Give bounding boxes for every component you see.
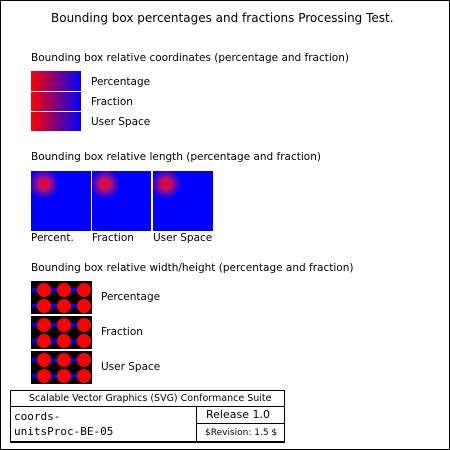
pattern-swatch-fraction [31,316,92,349]
legend-revision-cell: $Revision: 1.5 $ [196,423,285,443]
label-percentage: Percentage [91,76,151,88]
gradient-swatch-user-space [31,112,81,131]
label-fraction-length: Fraction [92,232,134,244]
pattern-swatch-percentage [31,281,92,314]
legend-release: Release 1.0 [206,408,270,421]
label-fraction-wh: Fraction [101,326,143,338]
label-user-space-length: User Space [153,232,213,244]
pattern-graphic [32,352,91,383]
gradient-swatch-fraction [31,92,81,111]
page-title: Bounding box percentages and fractions P… [51,11,394,25]
label-user-space: User Space [91,116,151,128]
gradient-swatch-percentage [31,71,81,91]
radial-swatch-fraction [92,171,151,231]
label-percent: Percent. [31,232,74,244]
legend-test-name-line1: coords- [14,410,61,423]
legend-revision: $Revision: 1.5 $ [205,428,278,438]
pattern-graphic [32,317,91,348]
label-user-space-wh: User Space [101,361,161,373]
section-heading-coordinates: Bounding box relative coordinates (perce… [31,52,349,64]
label-fraction: Fraction [91,96,133,108]
radial-swatch-user-space [153,171,213,231]
legend-suite-title: Scalable Vector Graphics (SVG) Conforman… [29,393,272,404]
legend-test-name-line2: unitsProc-BE-05 [14,425,114,438]
pattern-swatch-user-space [31,351,92,384]
conformance-legend: Scalable Vector Graphics (SVG) Conforman… [10,390,285,443]
radial-swatch-percent [31,171,91,231]
label-percentage-wh: Percentage [101,291,161,303]
pattern-graphic [32,282,91,313]
legend-test-name-cell: coords- unitsProc-BE-05 [10,406,197,443]
section-heading-widthheight: Bounding box relative width/height (perc… [31,262,354,274]
section-heading-length: Bounding box relative length (percentage… [31,151,321,163]
legend-release-cell: Release 1.0 [196,406,285,424]
